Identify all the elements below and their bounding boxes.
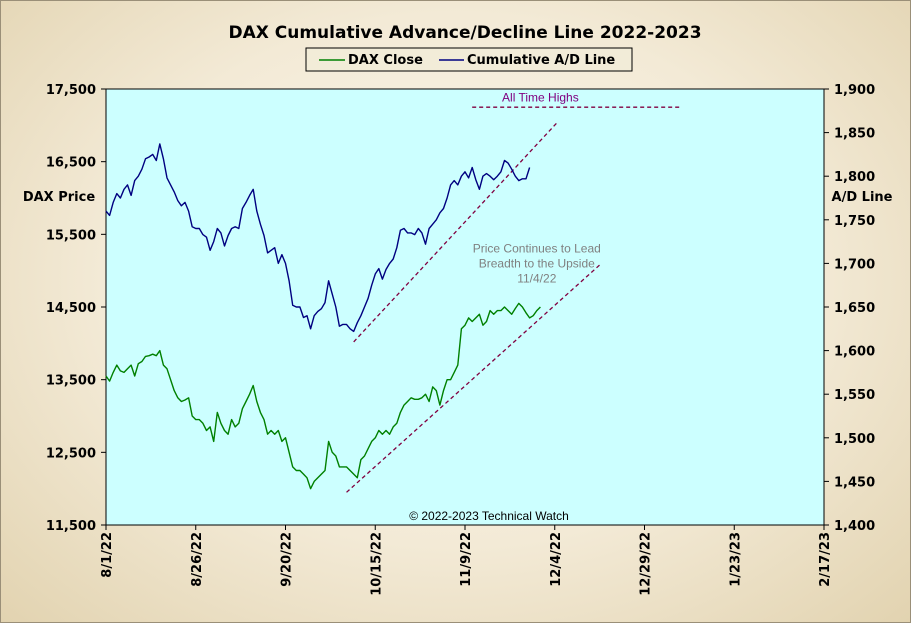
chart-title: DAX Cumulative Advance/Decline Line 2022…	[228, 23, 701, 43]
y-left-tick-label: 13,500	[46, 374, 96, 389]
axes: 11,500 12,500 13,500 14,500 15,500 16,500 17,5…	[46, 83, 875, 596]
legend-label-ad: Cumulative A/D Line	[467, 53, 615, 68]
y-left-axis-title: DAX Price	[23, 190, 96, 205]
y-right-tick-label: 1,900	[834, 83, 875, 98]
annotation-0-line-0: All Time Highs	[502, 90, 579, 104]
y-right-tick-label: 1,650	[834, 301, 875, 316]
x-tick-label: 1/23/23	[728, 532, 743, 587]
x-tick-label: 12/4/22	[549, 532, 564, 587]
annotation-1-line-1: Breadth to the Upside	[479, 257, 595, 271]
x-tick-label: 12/29/22	[639, 532, 654, 596]
y-left-tick-label: 12,500	[46, 446, 96, 461]
y-right-tick-label: 1,550	[834, 388, 875, 403]
x-tick-label: 8/26/22	[190, 532, 205, 587]
y-right-tick-label: 1,750	[834, 214, 875, 229]
copyright-label: © 2022-2023 Technical Watch	[409, 509, 569, 523]
x-tick-label: 8/1/22	[100, 532, 115, 578]
y-right-tick-label: 1,400	[834, 519, 875, 534]
x-tick-label: 10/15/22	[369, 532, 384, 596]
annotation-1-line-0: Price Continues to Lead	[473, 242, 601, 256]
y-right-tick-label: 1,800	[834, 170, 875, 185]
y-left-tick-label: 16,500	[46, 156, 96, 171]
y-right-tick-label: 1,700	[834, 257, 875, 272]
y-left-tick-label: 17,500	[46, 83, 96, 98]
x-tick-label: 9/20/22	[280, 532, 295, 587]
y-right-tick-label: 1,600	[834, 345, 875, 360]
legend-label-dax: DAX Close	[348, 53, 423, 68]
y-left-tick-label: 14,500	[46, 301, 96, 316]
y-right-tick-label: 1,850	[834, 127, 875, 142]
x-tick-label: 11/9/22	[459, 532, 474, 587]
y-left-tick-label: 11,500	[46, 519, 96, 534]
trendline-1	[346, 262, 602, 493]
legend-box	[305, 47, 633, 72]
series-line-ad-line	[105, 143, 531, 333]
annotation-1-line-2: 11/4/22	[517, 272, 556, 286]
plot-content: All Time Highs Price Continues to LeadBre…	[105, 90, 681, 493]
plot-area	[105, 88, 825, 526]
x-tick-label: 2/17/23	[818, 532, 833, 587]
y-right-tick-label: 1,450	[834, 475, 875, 490]
y-left-tick-label: 15,500	[46, 228, 96, 243]
y-right-axis-title: A/D Line	[832, 190, 893, 205]
trendline-0	[353, 120, 559, 343]
series-line-dax-close	[105, 302, 541, 490]
legend: DAX Close Cumulative A/D Line	[305, 47, 633, 72]
y-right-tick-label: 1,500	[834, 432, 875, 447]
